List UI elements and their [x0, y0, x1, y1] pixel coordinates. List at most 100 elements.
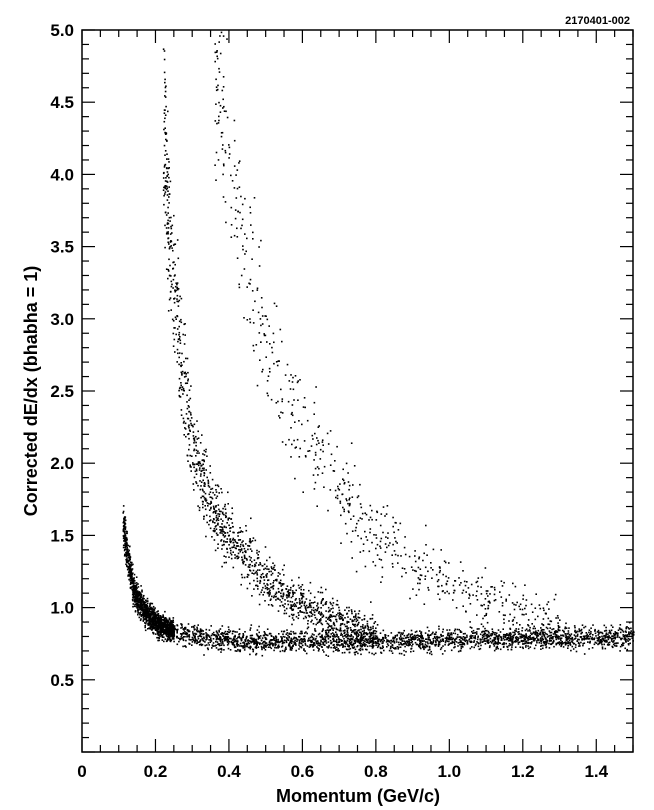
data-point — [240, 639, 243, 641]
data-point — [196, 642, 198, 645]
data-point — [570, 633, 573, 635]
data-point — [277, 587, 280, 590]
data-point — [170, 623, 173, 625]
data-point — [157, 633, 159, 635]
data-point — [254, 646, 257, 649]
data-point — [612, 632, 615, 635]
data-point — [447, 644, 450, 646]
data-point — [277, 640, 280, 643]
data-point — [136, 607, 138, 609]
data-point — [140, 615, 143, 618]
data-point — [287, 592, 290, 594]
data-point — [186, 382, 189, 384]
data-point — [410, 629, 413, 632]
data-point — [133, 593, 135, 595]
data-point — [359, 647, 362, 650]
data-point — [583, 626, 585, 629]
data-point — [164, 90, 167, 93]
data-point — [559, 629, 561, 632]
data-point — [196, 628, 199, 630]
data-point — [280, 583, 282, 585]
data-point — [247, 639, 249, 641]
data-point — [156, 636, 158, 639]
data-point — [327, 655, 330, 657]
data-point — [184, 427, 186, 429]
data-point — [342, 630, 345, 632]
data-point — [549, 639, 551, 641]
data-point — [311, 636, 314, 639]
data-point — [357, 629, 359, 632]
data-point — [552, 628, 555, 630]
data-point — [182, 333, 184, 336]
data-point — [287, 594, 290, 597]
data-point — [230, 549, 232, 552]
data-point — [211, 478, 214, 481]
data-point — [295, 605, 297, 608]
data-point — [201, 643, 204, 646]
data-point — [279, 650, 282, 653]
data-point — [492, 643, 495, 645]
data-point — [135, 586, 138, 589]
data-point — [192, 431, 195, 433]
data-point — [210, 488, 212, 490]
data-point — [166, 158, 168, 160]
data-point — [429, 652, 431, 655]
data-point — [174, 243, 177, 245]
data-point — [125, 532, 128, 535]
data-point — [137, 609, 140, 611]
data-point — [166, 631, 168, 633]
data-point — [309, 645, 312, 648]
data-point — [139, 592, 142, 594]
data-point — [540, 627, 542, 629]
data-point — [499, 636, 502, 638]
data-point — [149, 627, 151, 630]
data-point — [421, 637, 423, 640]
data-point — [466, 636, 468, 638]
data-point — [167, 206, 169, 209]
data-point — [286, 590, 289, 593]
data-point — [233, 646, 236, 648]
data-point — [157, 634, 160, 636]
data-point — [212, 631, 215, 634]
data-point — [264, 585, 267, 587]
data-point — [458, 628, 460, 631]
data-point — [131, 589, 134, 592]
data-point — [220, 529, 223, 531]
data-point — [163, 620, 165, 622]
data-point — [176, 288, 179, 291]
data-point — [163, 623, 165, 626]
data-point — [456, 636, 458, 638]
data-point — [410, 633, 412, 636]
data-point — [129, 575, 131, 578]
data-point — [402, 643, 404, 646]
data-point — [135, 588, 137, 591]
data-point — [308, 646, 311, 648]
data-point — [142, 596, 144, 598]
data-point — [469, 641, 472, 644]
data-point — [176, 636, 178, 639]
data-point — [574, 629, 576, 632]
data-point — [241, 636, 244, 639]
data-point — [322, 642, 325, 645]
data-point — [249, 653, 251, 656]
data-point — [415, 634, 417, 637]
data-point — [211, 647, 213, 649]
data-point — [217, 485, 220, 488]
data-point — [181, 624, 183, 626]
data-point — [249, 538, 251, 540]
data-point — [207, 481, 210, 483]
data-point — [168, 633, 171, 636]
data-point — [172, 287, 174, 289]
data-point — [596, 631, 599, 633]
data-point — [489, 634, 491, 636]
data-point — [317, 606, 320, 609]
data-point — [265, 575, 268, 577]
data-point — [167, 624, 170, 626]
data-point — [344, 645, 347, 648]
data-point — [195, 468, 198, 470]
data-point — [139, 619, 142, 622]
data-point — [160, 629, 162, 632]
data-point — [401, 638, 403, 641]
data-point — [361, 625, 364, 628]
data-point — [218, 515, 220, 517]
